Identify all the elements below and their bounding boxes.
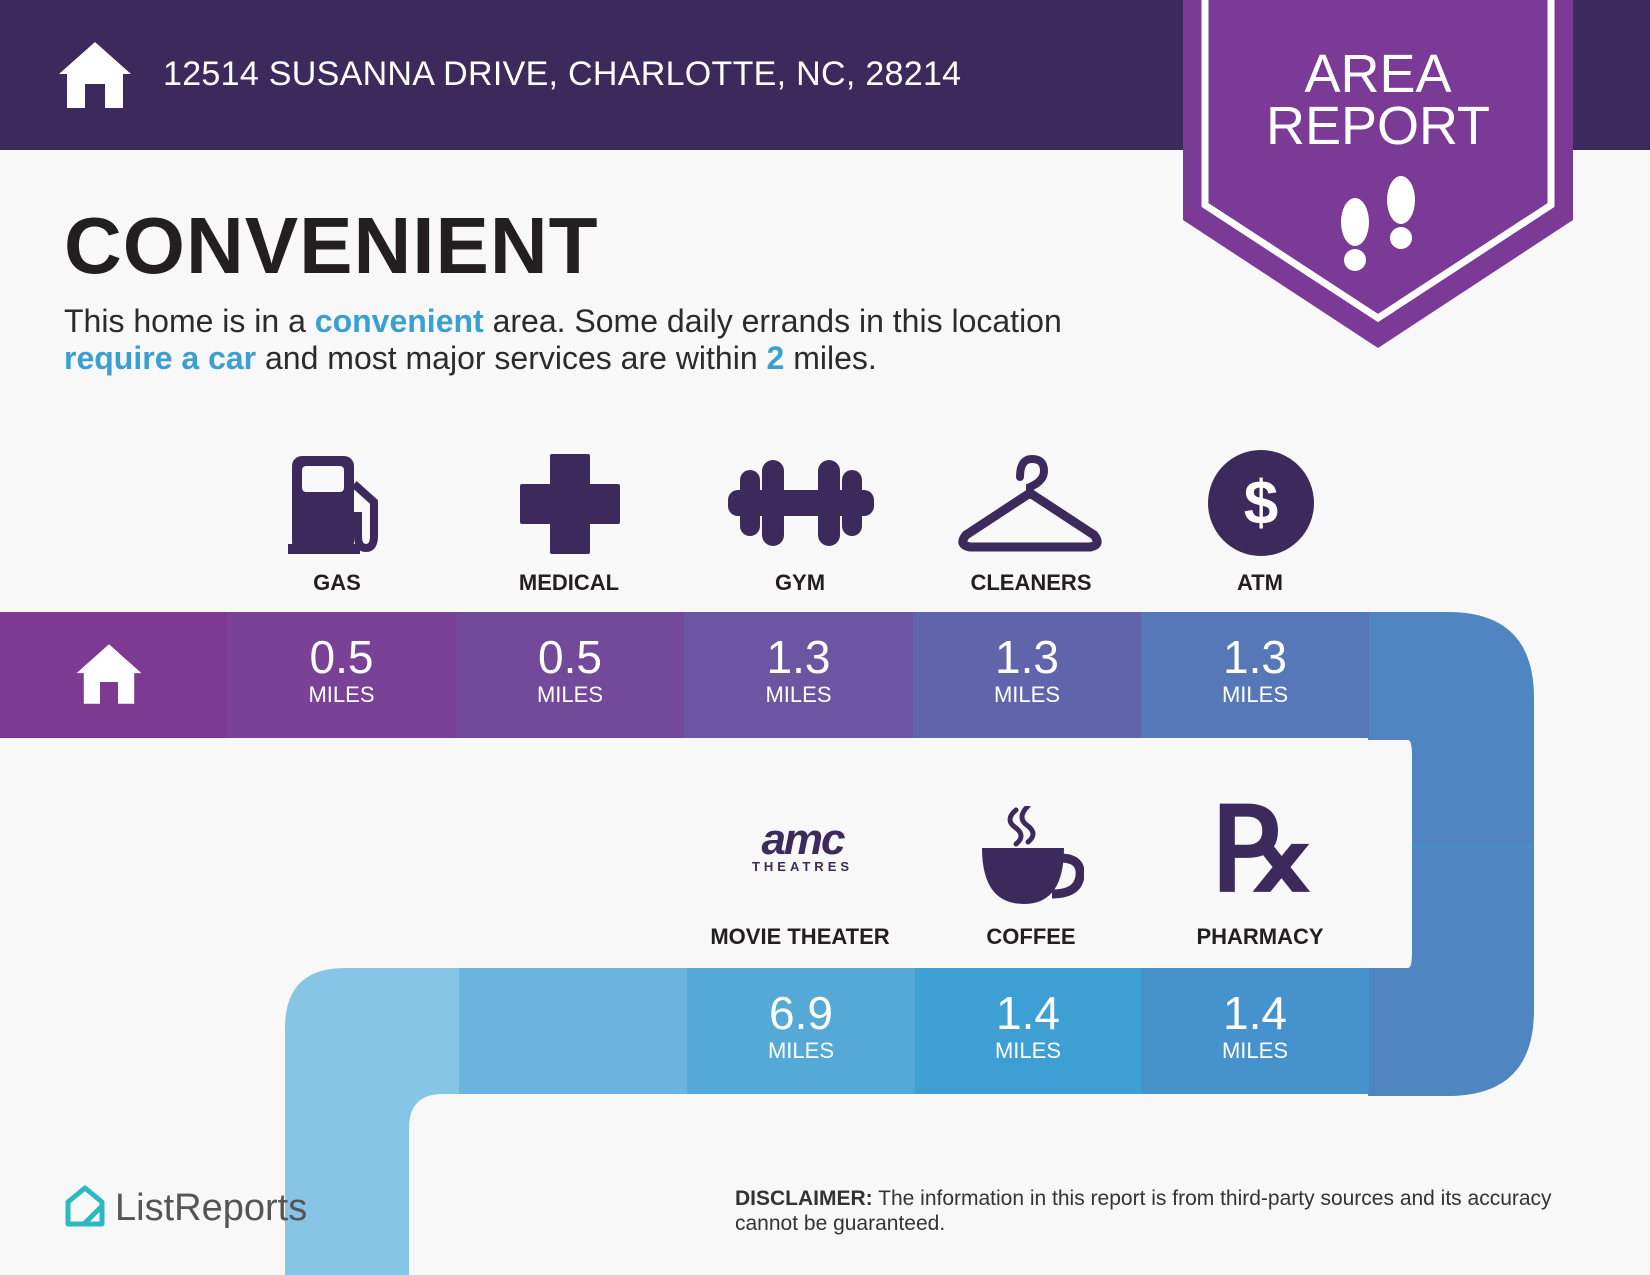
service-label-pharmacy: PHARMACY [1196,924,1324,949]
distance-unit: MILES [308,682,375,707]
distance-cell-pharmacy: 1.4 MILES [1141,968,1369,1094]
distance-cell-gas: 0.5 MILES [227,612,456,738]
distance-cell-coffee: 1.4 MILES [915,968,1141,1094]
route-connector-left [285,968,459,1275]
brand-name: ListReports [115,1187,308,1229]
summary-highlight: convenient [314,303,484,339]
footprints-icon [1341,176,1415,271]
page-title: CONVENIENT [64,201,599,290]
distance-value: 1.4 [1223,987,1287,1039]
service-label-gym: GYM [774,570,826,595]
disclaimer-text: The information in this report is from t… [735,1187,1552,1235]
home-icon [76,644,142,704]
distance-value: 0.5 [538,631,602,683]
distance-value: 1.3 [995,631,1059,683]
distance-value: 0.5 [309,631,374,683]
disclaimer: DISCLAIMER: The information in this repo… [735,1186,1585,1236]
summary-part: This home is in a [64,303,315,339]
summary-text: This home is in a convenient area. Some … [64,303,1164,377]
coffee-cup-icon [982,806,1084,904]
distance-unit: MILES [994,1038,1062,1063]
distance-value: 1.3 [1223,631,1287,683]
area-report-badge [1183,0,1573,348]
rx-icon: ℞ [1212,782,1316,918]
summary-highlight: require a car [64,340,257,376]
distance-cell-medical: 0.5 MILES [456,612,684,738]
distance-cell-movie-theater: 6.9 MILES [687,968,915,1094]
distance-cell-cleaners: 1.3 MILES [913,612,1141,738]
distance-unit: MILES [765,682,832,707]
hanger-icon [958,454,1102,552]
badge-line-1: AREA [1304,44,1452,104]
service-label-atm: ATM [1236,570,1284,595]
route-segment [459,968,687,1094]
disclaimer-label: DISCLAIMER: [735,1187,873,1210]
listreports-logo-icon [65,1185,105,1227]
distance-unit: MILES [993,682,1061,707]
distance-unit: MILES [767,1038,835,1063]
service-label-medical: MEDICAL [518,570,620,595]
dumbbell-icon [728,460,874,546]
distance-unit: MILES [1221,1038,1289,1063]
distance-value: 6.9 [769,987,833,1039]
dollar-icon: $ [1208,450,1314,556]
amc-wordmark: amc [761,815,845,864]
distance-unit: MILES [536,682,604,707]
property-address: 12514 SUSANNA DRIVE, CHARLOTTE, NC, 2821… [163,55,962,93]
route-connector-right [1368,612,1534,1096]
badge-text: AREA REPORT [1183,44,1573,156]
service-label-gas: GAS [313,570,361,595]
distance-unit: MILES [1221,682,1289,707]
service-label-coffee: COFFEE [986,924,1076,949]
service-label-movie-theater: MOVIE THEATER [710,924,890,949]
amc-logo: amc THEATRES [740,815,865,874]
badge-line-2: REPORT [1265,96,1491,156]
summary-part: and most major services are within [256,340,767,376]
amc-subtext: THEATRES [751,859,854,874]
distance-cell-atm: 1.3 MILES [1141,612,1369,738]
medical-cross-icon [520,454,620,554]
summary-part: miles. [784,340,877,376]
summary-highlight: 2 [766,340,785,376]
summary-part: area. Some daily errands in this locatio… [483,303,1062,339]
dollar-symbol: $ [1244,469,1278,538]
distance-value: 1.4 [996,987,1060,1039]
service-label-cleaners: CLEANERS [970,570,1092,595]
distance-value: 1.3 [766,631,831,683]
distance-cell-gym: 1.3 MILES [684,612,913,738]
gas-pump-icon [288,456,378,554]
home-icon [59,42,131,108]
